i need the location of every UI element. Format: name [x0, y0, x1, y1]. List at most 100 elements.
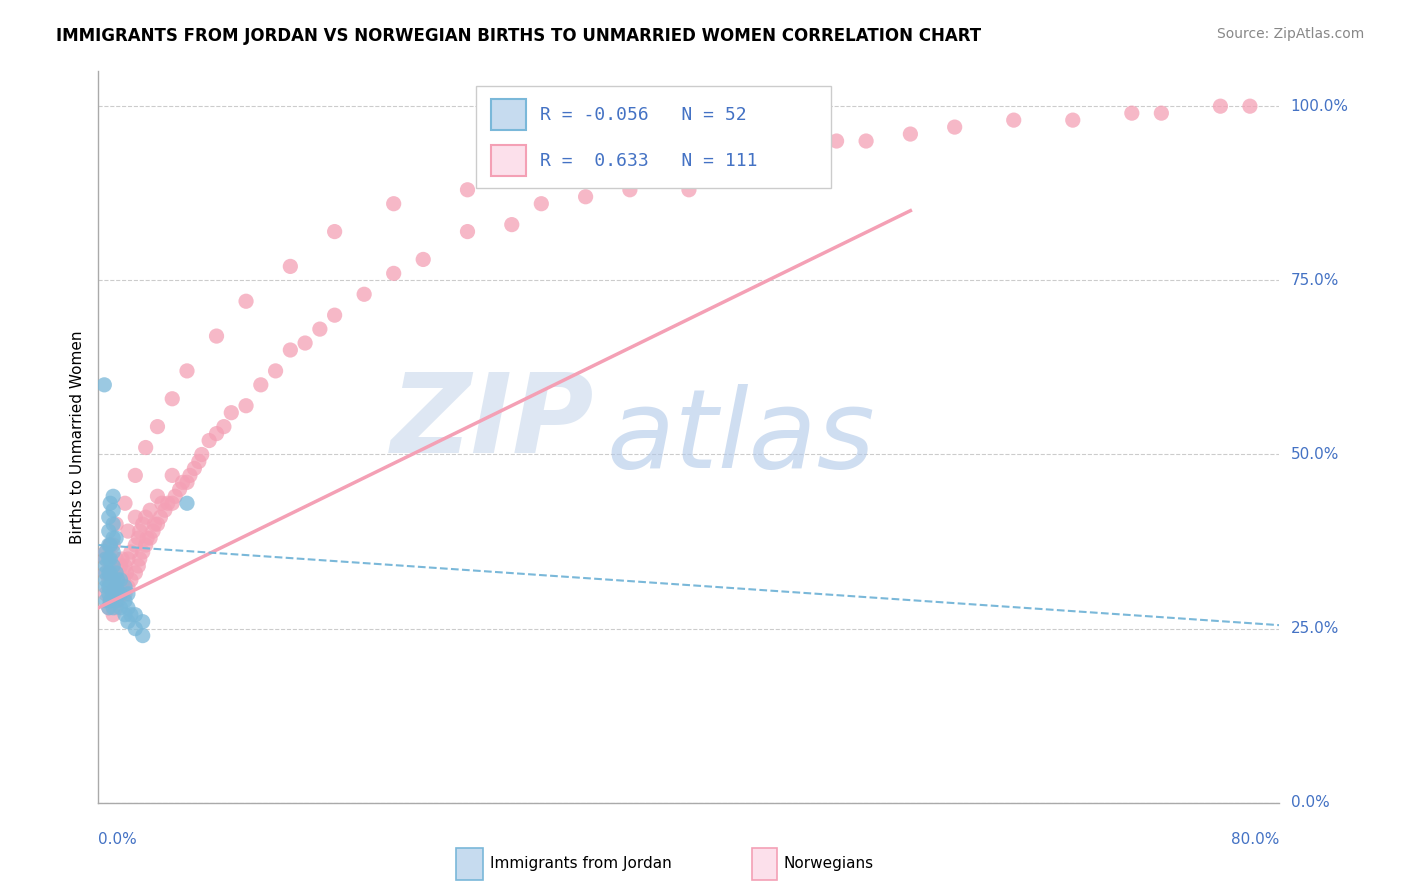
- Text: 75.0%: 75.0%: [1291, 273, 1339, 288]
- Point: [135, 538, 157, 552]
- Point: [114, 594, 136, 608]
- Text: ZIP: ZIP: [391, 369, 595, 476]
- Text: 80.0%: 80.0%: [1232, 832, 1279, 847]
- Point: [103, 607, 125, 622]
- Text: Source: ZipAtlas.com: Source: ZipAtlas.com: [1216, 27, 1364, 41]
- Point: [221, 406, 243, 420]
- Bar: [752, 848, 778, 880]
- Point: [117, 600, 139, 615]
- Point: [105, 580, 128, 594]
- Point: [124, 622, 146, 636]
- Point: [825, 134, 848, 148]
- Point: [98, 496, 121, 510]
- Point: [457, 183, 479, 197]
- Point: [235, 399, 257, 413]
- Point: [162, 392, 183, 406]
- Point: [132, 615, 155, 629]
- Point: [98, 594, 121, 608]
- Point: [156, 496, 179, 510]
- Text: 25.0%: 25.0%: [1291, 621, 1339, 636]
- Point: [128, 524, 150, 538]
- Text: 0.0%: 0.0%: [98, 832, 138, 847]
- Point: [382, 266, 405, 280]
- Point: [97, 573, 120, 587]
- Point: [97, 587, 120, 601]
- Point: [172, 475, 194, 490]
- Point: [943, 120, 966, 134]
- Point: [782, 155, 804, 169]
- Point: [752, 155, 775, 169]
- Point: [1150, 106, 1173, 120]
- Point: [94, 594, 117, 608]
- Point: [146, 419, 169, 434]
- Point: [280, 260, 302, 274]
- Point: [94, 566, 117, 580]
- Point: [98, 594, 121, 608]
- Point: [191, 448, 214, 462]
- Point: [150, 496, 173, 510]
- Point: [264, 364, 287, 378]
- Point: [309, 322, 332, 336]
- Point: [94, 552, 117, 566]
- Point: [169, 483, 191, 497]
- Point: [1121, 106, 1143, 120]
- Point: [165, 489, 187, 503]
- Point: [132, 629, 155, 643]
- Point: [619, 183, 641, 197]
- Point: [530, 161, 553, 176]
- Point: [117, 615, 139, 629]
- Point: [111, 580, 134, 594]
- Point: [146, 517, 169, 532]
- Point: [132, 545, 155, 559]
- Point: [143, 517, 166, 532]
- Point: [323, 308, 346, 322]
- Point: [97, 566, 120, 580]
- Point: [97, 600, 120, 615]
- Point: [117, 580, 139, 594]
- Text: 100.0%: 100.0%: [1291, 99, 1348, 113]
- Point: [280, 343, 302, 357]
- Point: [187, 454, 209, 468]
- Point: [149, 510, 172, 524]
- Point: [110, 600, 132, 615]
- Bar: [456, 848, 484, 880]
- Point: [97, 600, 120, 615]
- Point: [162, 468, 183, 483]
- Point: [648, 141, 671, 155]
- Point: [176, 364, 198, 378]
- Y-axis label: Births to Unmarried Women: Births to Unmarried Women: [70, 330, 86, 544]
- Point: [198, 434, 221, 448]
- Point: [900, 127, 922, 141]
- Point: [114, 558, 136, 573]
- Point: [678, 183, 700, 197]
- Point: [94, 545, 117, 559]
- Point: [135, 510, 157, 524]
- Point: [124, 566, 146, 580]
- Point: [457, 225, 479, 239]
- Point: [179, 468, 201, 483]
- Point: [93, 377, 115, 392]
- Point: [124, 468, 146, 483]
- Point: [110, 573, 132, 587]
- Text: atlas: atlas: [606, 384, 875, 491]
- Point: [111, 552, 134, 566]
- Point: [105, 600, 128, 615]
- Point: [117, 552, 139, 566]
- Point: [105, 517, 128, 532]
- Point: [139, 503, 162, 517]
- Point: [294, 336, 316, 351]
- Point: [103, 517, 125, 532]
- Point: [136, 531, 159, 545]
- Point: [105, 531, 128, 545]
- Point: [1239, 99, 1261, 113]
- Point: [110, 587, 132, 601]
- Point: [103, 558, 125, 573]
- Point: [103, 489, 125, 503]
- Point: [124, 607, 146, 622]
- Point: [94, 545, 117, 559]
- Point: [132, 517, 155, 532]
- Point: [120, 607, 142, 622]
- Point: [94, 580, 117, 594]
- Point: [94, 566, 117, 580]
- Point: [117, 587, 139, 601]
